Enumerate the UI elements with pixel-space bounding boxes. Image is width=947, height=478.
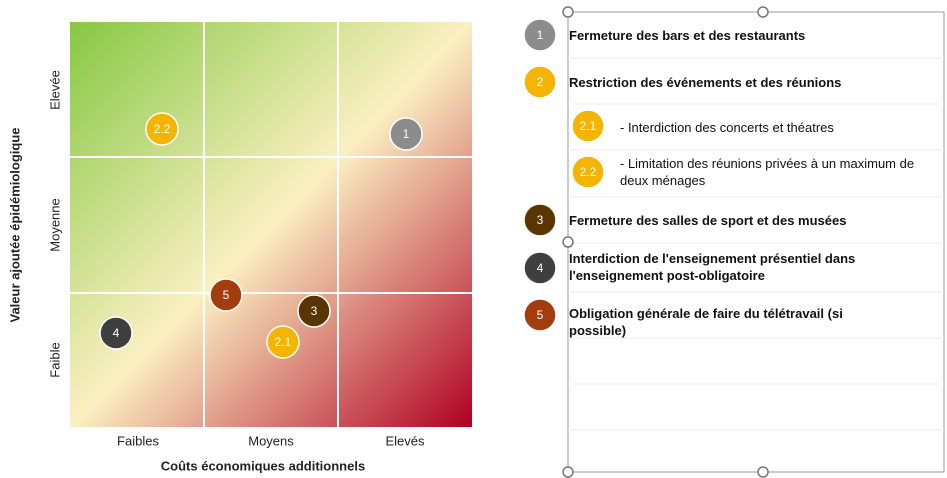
badge <box>297 294 331 328</box>
badge <box>389 117 423 151</box>
badge <box>523 251 557 285</box>
badge-label: 2 <box>537 75 544 89</box>
badge-label: 5 <box>537 308 544 322</box>
badge-label: 5 <box>223 288 230 302</box>
badge <box>99 316 133 350</box>
badge-label: 2.1 <box>580 119 597 133</box>
badge-label: 2.2 <box>580 165 597 179</box>
badge <box>523 18 557 52</box>
badge-label: 2.1 <box>275 335 292 349</box>
legend-text: Obligation générale de faire du télétrav… <box>569 306 843 338</box>
x-level: Elevés <box>385 433 425 448</box>
y-level: Moyenne <box>47 198 62 251</box>
legend-text: Restriction des événements et des réunio… <box>569 75 842 90</box>
badge-label: 4 <box>537 261 544 275</box>
matrix-background <box>70 22 472 427</box>
x-level: Faibles <box>117 433 159 448</box>
row-lines <box>568 57 944 431</box>
legend-text: - Limitation des réunions privées à un m… <box>620 156 915 188</box>
y-level: Elevée <box>47 70 62 110</box>
legend-text: - Interdiction des concerts et théatres <box>620 120 834 135</box>
y-axis-title: Valeur ajoutée épidémiologique <box>7 127 22 322</box>
legend-text: Fermeture des bars et des restaurants <box>569 28 806 43</box>
badge <box>145 112 179 146</box>
x-axis-title: Coûts économiques additionnels <box>161 458 365 473</box>
matrix-grid <box>70 22 472 427</box>
badge-label: 2.2 <box>154 122 171 136</box>
legend-text: Fermeture des salles de sport et des mus… <box>569 213 847 228</box>
badge-label: 4 <box>113 326 120 340</box>
badge <box>571 109 605 143</box>
badge <box>209 278 243 312</box>
badge <box>523 65 557 99</box>
badge-label: 3 <box>311 304 318 318</box>
y-level: Faible <box>47 342 62 377</box>
badge <box>571 155 605 189</box>
selection-handles[interactable] <box>562 6 769 478</box>
badge <box>266 325 300 359</box>
badge <box>523 203 557 237</box>
legend-text: Interdiction de l'enseignement présentie… <box>569 251 856 283</box>
badge-label: 1 <box>537 28 544 42</box>
x-level: Moyens <box>248 433 294 448</box>
badge-label: 3 <box>537 213 544 227</box>
badge-label: 1 <box>403 127 410 141</box>
badge <box>523 298 557 332</box>
